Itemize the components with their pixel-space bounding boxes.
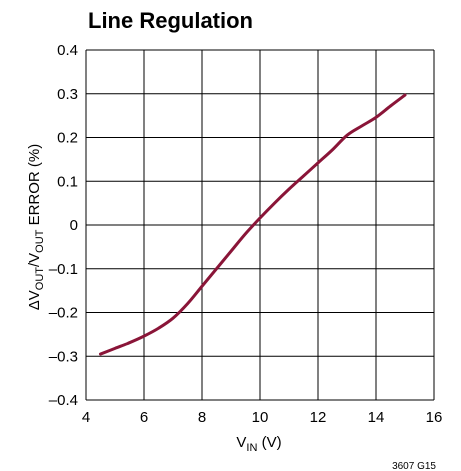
y-tick-label: –0.4 — [49, 392, 78, 409]
x-tick-label: 10 — [252, 409, 269, 426]
series-line — [99, 93, 407, 356]
y-tick-label: –0.2 — [49, 305, 78, 322]
y-tick-labels: 0.4 0.3 0.2 0.1 0 –0.1 –0.2 –0.3 –0.4 — [49, 42, 78, 409]
y-tick-label: 0.1 — [57, 173, 78, 190]
x-tick-label: 14 — [368, 409, 385, 426]
x-tick-labels: 4 6 8 10 12 14 16 — [82, 409, 443, 426]
y-tick-label: –0.3 — [49, 348, 78, 365]
data-series — [99, 93, 407, 356]
x-tick-label: 6 — [140, 409, 148, 426]
chart-title: Line Regulation — [88, 8, 253, 33]
y-tick-label: 0.2 — [57, 130, 78, 147]
x-tick-label: 12 — [310, 409, 327, 426]
y-tick-label: 0.3 — [57, 86, 78, 103]
x-tick-label: 4 — [82, 409, 90, 426]
figure-code: 3607 G15 — [392, 461, 436, 471]
x-tick-label: 8 — [198, 409, 206, 426]
chart-grid — [85, 49, 435, 401]
y-tick-label: 0.4 — [57, 42, 78, 59]
y-axis-label: ΔVOUT/VOUT ERROR (%) — [26, 144, 46, 311]
x-tick-label: 16 — [426, 409, 443, 426]
y-tick-label: –0.1 — [49, 261, 78, 278]
x-axis-label: VIN (V) — [236, 434, 281, 454]
y-tick-label: 0 — [70, 217, 78, 234]
